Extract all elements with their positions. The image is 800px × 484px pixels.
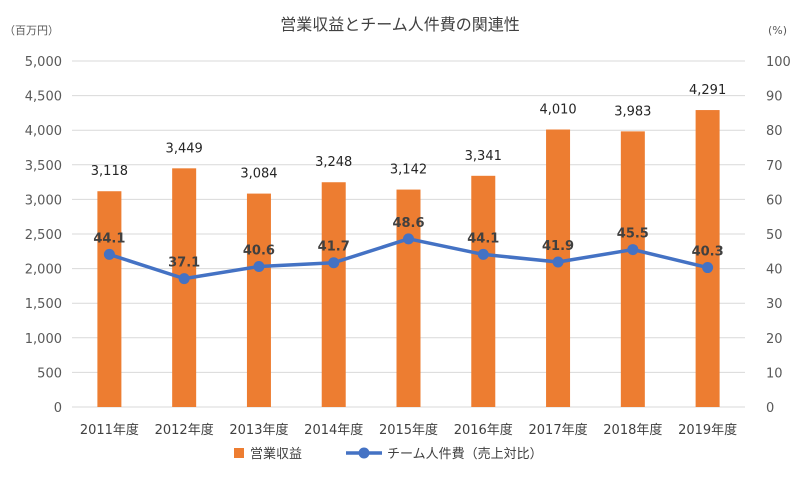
line-value-labels: 44.1 37.1 40.6 41.7 48.6 44.1 41.9 45.5 40.3: [93, 216, 723, 271]
line-series: [103, 233, 714, 285]
bar: [695, 110, 720, 407]
line-value-label: 48.6: [392, 216, 424, 231]
left-axis-tick-label: 3,000: [25, 193, 62, 208]
left-axis-tick-label: 4,000: [25, 124, 62, 139]
right-axis-tick-label: 100: [766, 55, 791, 70]
line-value-label: 41.7: [318, 240, 350, 255]
legend: 営業収益 チーム人件費（売上対比）: [234, 446, 543, 462]
bar: [396, 189, 421, 407]
line-value-label: 41.9: [542, 239, 574, 254]
line-value-label: 44.1: [467, 231, 499, 246]
line-value-label: 37.1: [168, 256, 200, 271]
x-axis-label: 2016年度: [454, 422, 513, 438]
bar-value-label: 4,010: [539, 103, 576, 118]
x-axis-label: 2017年度: [529, 422, 588, 438]
line-point: [328, 257, 340, 269]
left-axis-ticks: 0 500 1,000 1,500 2,000 2,500 3,000 3,500 4,000 4…: [25, 55, 62, 416]
line-point: [403, 233, 414, 245]
chart-title: 営業収益とチーム人件費の関連性: [280, 15, 520, 34]
left-axis-tick-label: 0: [54, 401, 62, 416]
line-point: [103, 248, 115, 260]
right-axis-tick-label: 10: [766, 366, 783, 381]
bar-value-label: 3,142: [390, 163, 427, 178]
line-point: [552, 256, 564, 268]
x-axis-labels: 2011年度 2012年度 2013年度 2014年度 2015年度 2016年度 2017…: [80, 422, 737, 438]
bar-value-label: 3,983: [614, 104, 651, 119]
bar-value-labels: 3,118 3,449 3,084 3,248 3,142 3,341 4,010 3,983…: [91, 83, 726, 182]
left-axis-tick-label: 1,500: [25, 297, 62, 312]
bar: [546, 129, 571, 407]
bar: [471, 175, 496, 407]
legend-bar-swatch: [234, 448, 244, 458]
left-axis-unit: （百万円）: [4, 24, 59, 37]
bar-value-label: 3,449: [166, 141, 203, 156]
left-axis-tick-label: 2,000: [25, 263, 62, 278]
x-axis-label: 2019年度: [678, 422, 737, 438]
bar: [620, 131, 645, 407]
right-axis-ticks: 0 10 20 30 40 50 60 70 80 90 100: [766, 55, 791, 416]
line-value-label: 40.6: [243, 244, 275, 259]
left-axis-tick-label: 5,000: [25, 55, 62, 70]
x-axis-label: 2018年度: [603, 422, 662, 438]
x-axis-label: 2014年度: [304, 422, 363, 438]
bar: [321, 182, 346, 407]
left-axis-tick-label: 2,500: [25, 228, 62, 243]
line-value-label: 44.1: [93, 231, 125, 246]
bar-value-label: 4,291: [689, 83, 726, 98]
right-axis-tick-label: 0: [766, 401, 774, 416]
x-axis-label: 2013年度: [229, 422, 288, 438]
line-point: [702, 262, 714, 274]
bar: [172, 168, 197, 407]
bar-value-label: 3,084: [240, 167, 277, 182]
bar-value-label: 3,118: [91, 164, 128, 179]
line-value-label: 45.5: [617, 227, 649, 242]
line-point: [253, 261, 265, 273]
right-axis-tick-label: 30: [766, 297, 783, 312]
right-axis-tick-label: 80: [766, 124, 783, 139]
line-point: [627, 244, 639, 256]
line-point: [178, 273, 190, 285]
bars: [97, 110, 720, 407]
right-axis-tick-label: 90: [766, 90, 783, 105]
left-axis-tick-label: 500: [37, 366, 62, 381]
left-axis-tick-label: 1,000: [25, 332, 62, 347]
left-axis-tick-label: 4,500: [25, 90, 62, 105]
right-axis-tick-label: 40: [766, 263, 783, 278]
bar-value-label: 3,341: [465, 149, 502, 164]
right-axis-unit: (%): [768, 24, 787, 37]
bar-value-label: 3,248: [315, 155, 352, 170]
right-axis-tick-label: 70: [766, 159, 783, 174]
right-axis-tick-label: 50: [766, 228, 783, 243]
x-axis-label: 2012年度: [155, 422, 214, 438]
right-axis-tick-label: 60: [766, 193, 783, 208]
bar: [97, 191, 122, 407]
legend-bar-label: 営業収益: [250, 446, 302, 462]
legend-line-label: チーム人件費（売上対比）: [387, 446, 543, 462]
legend-line-marker: [358, 447, 370, 459]
x-axis-label: 2015年度: [379, 422, 438, 438]
line-value-label: 40.3: [692, 245, 724, 260]
right-axis-tick-label: 20: [766, 332, 783, 347]
x-axis-label: 2011年度: [80, 422, 139, 438]
bar: [246, 193, 271, 407]
left-axis-tick-label: 3,500: [25, 159, 62, 174]
line-point: [477, 248, 489, 260]
